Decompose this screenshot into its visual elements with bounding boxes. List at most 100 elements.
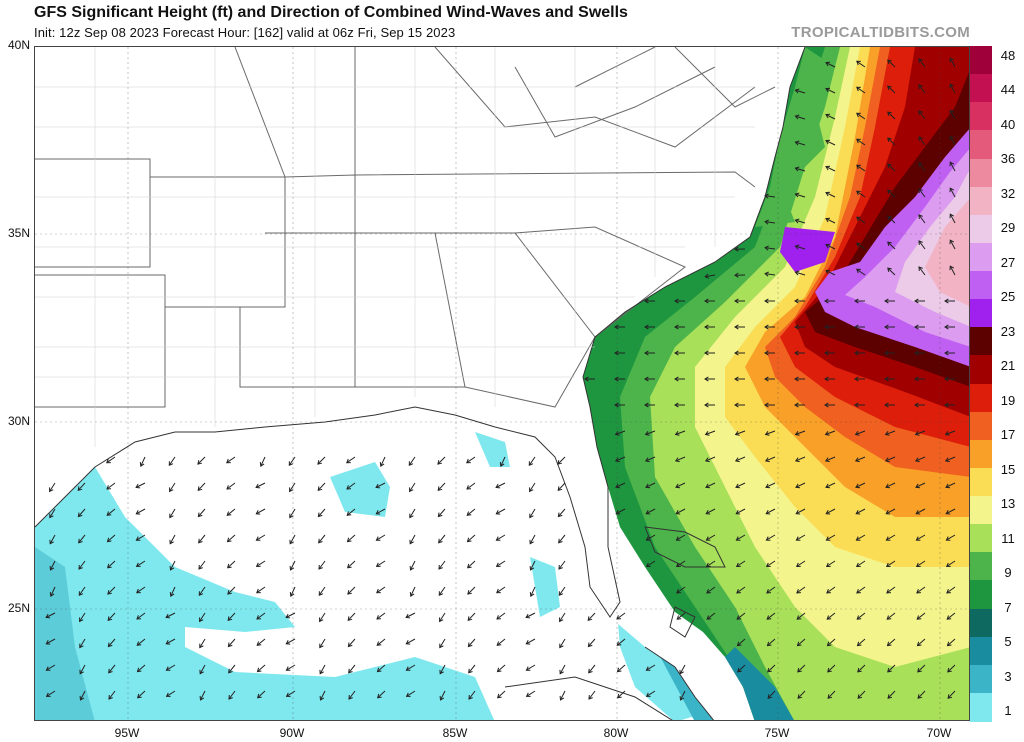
direction-arrowhead bbox=[319, 617, 324, 623]
direction-arrow bbox=[256, 612, 266, 620]
direction-arrow bbox=[558, 560, 566, 570]
direction-arrowhead bbox=[226, 458, 231, 464]
direction-arrow bbox=[918, 58, 926, 68]
direction-arrowhead bbox=[79, 617, 84, 623]
direction-arrowhead bbox=[135, 483, 141, 489]
direction-arrow bbox=[795, 167, 806, 172]
direction-arrowhead bbox=[736, 615, 742, 620]
direction-arrow bbox=[410, 586, 416, 597]
direction-arrow bbox=[199, 638, 206, 648]
direction-arrowhead bbox=[78, 591, 84, 596]
direction-arrowhead bbox=[734, 402, 739, 408]
direction-arrow bbox=[78, 586, 86, 596]
direction-arrowhead bbox=[529, 592, 535, 597]
direction-arrow bbox=[645, 508, 656, 515]
direction-arrow bbox=[856, 612, 866, 620]
direction-arrow bbox=[945, 482, 956, 488]
direction-arrow bbox=[106, 508, 116, 516]
direction-arrowhead bbox=[704, 431, 710, 436]
direction-arrow bbox=[767, 690, 776, 699]
direction-arrowhead bbox=[45, 640, 51, 645]
direction-arrowhead bbox=[857, 694, 863, 699]
direction-arrow bbox=[78, 508, 86, 517]
map-canvas bbox=[35, 47, 969, 720]
direction-arrow bbox=[735, 430, 746, 435]
direction-arrowhead bbox=[529, 487, 534, 493]
direction-arrowhead bbox=[764, 219, 769, 225]
direction-arrow bbox=[827, 664, 836, 673]
direction-arrowhead bbox=[525, 692, 531, 697]
direction-arrow bbox=[856, 216, 866, 224]
direction-arrow bbox=[588, 638, 596, 647]
direction-arrowhead bbox=[735, 536, 741, 541]
direction-arrow bbox=[826, 586, 836, 594]
colorbar-label: 29 bbox=[1000, 220, 1016, 236]
direction-arrowhead bbox=[824, 457, 830, 463]
direction-arrow bbox=[136, 534, 146, 541]
direction-arrow bbox=[705, 274, 716, 278]
direction-arrow bbox=[136, 560, 146, 567]
direction-arrowhead bbox=[704, 298, 709, 304]
direction-arrowhead bbox=[915, 509, 921, 515]
direction-arrowhead bbox=[794, 88, 800, 94]
wave-direction-arrows bbox=[45, 57, 956, 701]
direction-arrowhead bbox=[226, 537, 232, 543]
direction-arrowhead bbox=[614, 350, 619, 356]
direction-arrow bbox=[825, 482, 836, 488]
direction-arrow bbox=[736, 560, 746, 567]
direction-arrowhead bbox=[198, 538, 203, 544]
direction-arrowhead bbox=[794, 350, 799, 356]
direction-arrowhead bbox=[285, 640, 291, 645]
direction-arrow bbox=[169, 482, 176, 492]
direction-arrowhead bbox=[135, 510, 141, 515]
direction-arrow bbox=[946, 612, 956, 620]
direction-arrow bbox=[319, 638, 326, 648]
direction-arrowhead bbox=[825, 61, 831, 67]
direction-arrowhead bbox=[734, 350, 739, 356]
direction-arrow bbox=[289, 508, 296, 518]
direction-arrowhead bbox=[949, 135, 955, 141]
direction-arrowhead bbox=[197, 486, 203, 491]
direction-arrowhead bbox=[674, 431, 680, 436]
direction-arrow bbox=[947, 690, 956, 699]
direction-arrowhead bbox=[558, 564, 563, 570]
direction-arrow bbox=[560, 690, 566, 701]
direction-arrow bbox=[855, 508, 866, 515]
direction-arrow bbox=[949, 161, 956, 172]
direction-arrowhead bbox=[856, 641, 862, 647]
direction-arrow bbox=[856, 112, 866, 120]
lat-label-25n: 25N bbox=[7, 601, 30, 615]
direction-arrowhead bbox=[765, 536, 771, 541]
direction-arrow bbox=[558, 534, 566, 544]
direction-arrow bbox=[318, 508, 326, 517]
direction-arrow bbox=[705, 482, 716, 488]
direction-arrowhead bbox=[734, 324, 739, 330]
direction-arrow bbox=[617, 664, 626, 672]
direction-arrowhead bbox=[856, 164, 861, 170]
direction-arrowhead bbox=[794, 457, 800, 463]
direction-arrowhead bbox=[106, 537, 112, 543]
lon-label-85w: 85W bbox=[442, 726, 468, 740]
direction-arrowhead bbox=[169, 487, 174, 493]
direction-arrow bbox=[949, 213, 956, 224]
direction-arrowhead bbox=[675, 509, 681, 515]
direction-arrowhead bbox=[169, 539, 174, 545]
direction-arrow bbox=[557, 482, 566, 491]
direction-arrow bbox=[197, 456, 206, 465]
direction-arrowhead bbox=[944, 376, 949, 382]
direction-arrow bbox=[77, 482, 86, 491]
direction-arrowhead bbox=[947, 694, 953, 699]
direction-arrowhead bbox=[676, 615, 682, 620]
direction-arrowhead bbox=[944, 350, 949, 356]
direction-arrowhead bbox=[409, 539, 414, 545]
direction-arrow bbox=[917, 690, 926, 699]
direction-arrowhead bbox=[734, 376, 739, 382]
direction-arrow bbox=[795, 430, 806, 435]
direction-arrowhead bbox=[856, 242, 861, 248]
direction-arrowhead bbox=[705, 509, 711, 515]
direction-arrow bbox=[438, 586, 446, 596]
direction-arrow bbox=[496, 638, 506, 646]
direction-arrowhead bbox=[825, 243, 831, 249]
direction-arrow bbox=[915, 482, 926, 488]
direction-arrow bbox=[765, 508, 776, 515]
